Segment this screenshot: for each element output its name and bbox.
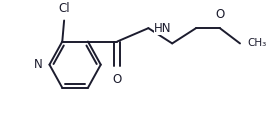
Text: Cl: Cl — [58, 2, 70, 15]
Text: N: N — [34, 58, 43, 71]
Text: O: O — [113, 73, 122, 86]
Text: HN: HN — [154, 22, 171, 35]
Text: O: O — [215, 9, 225, 21]
Text: CH₃: CH₃ — [247, 38, 266, 48]
